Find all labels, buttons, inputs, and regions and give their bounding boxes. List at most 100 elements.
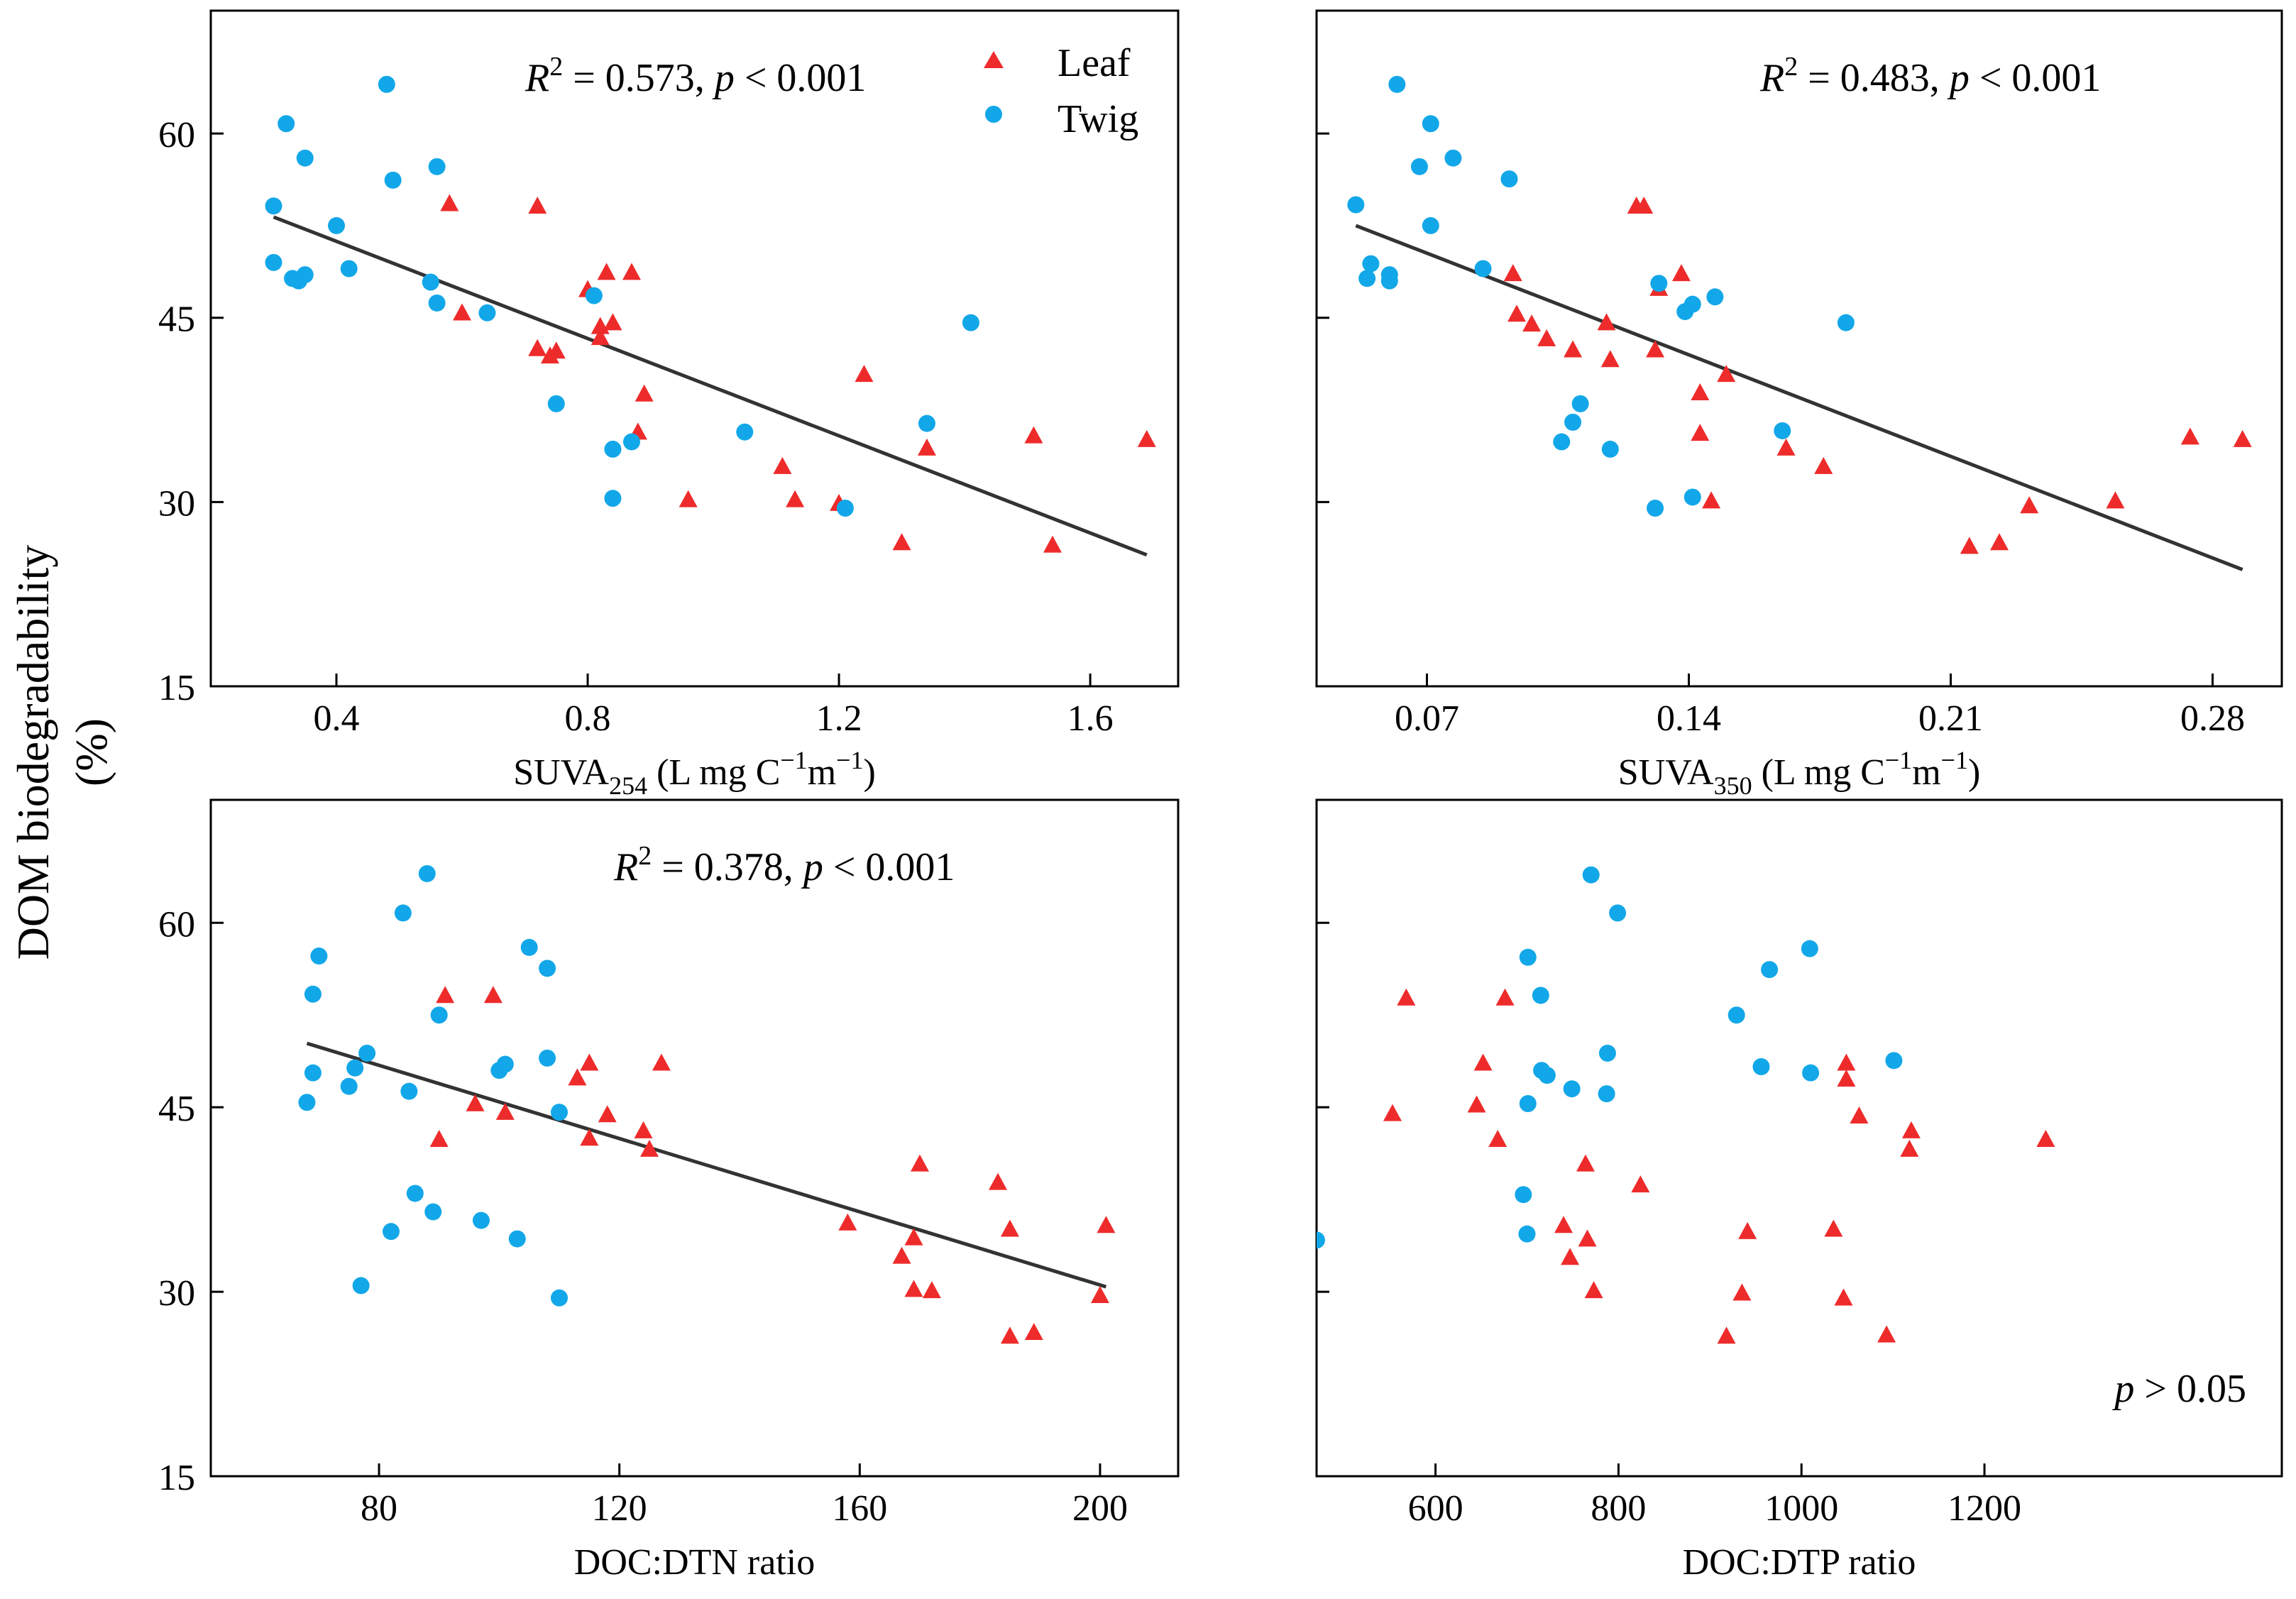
x-tick-label: 0.14 [1657, 698, 1721, 739]
leaf-point [1837, 1070, 1856, 1087]
r-squared-symbol: R [524, 56, 549, 100]
x-axis-label: DOC:DTN ratio [574, 1542, 815, 1583]
leaf-point [1564, 340, 1583, 358]
leaf-point [1635, 196, 1654, 214]
leaf-point [568, 1068, 587, 1086]
legend-twig-marker [985, 106, 1002, 123]
x-tick-label: 120 [592, 1488, 647, 1529]
leaf-point [1554, 1216, 1573, 1233]
legend-leaf-label: Leaf [1058, 41, 1131, 85]
twig-point [352, 1277, 370, 1295]
leaf-point [1824, 1219, 1843, 1237]
twig-point [298, 1094, 316, 1111]
twig-point [918, 414, 935, 432]
y-axis-label-line1: DOM biodegradability [8, 545, 58, 960]
twig-point [1422, 216, 1439, 234]
y-tick-label: 15 [158, 668, 195, 708]
twig-point [1362, 255, 1380, 273]
leaf-point [989, 1172, 1008, 1190]
twig-point [384, 171, 402, 189]
x-axis-label: DOC:DTP ratio [1683, 1542, 1916, 1583]
leaf-point [922, 1281, 941, 1299]
twig-point [622, 433, 640, 451]
stat-annotation: R2 = 0.483, p < 0.001 [1759, 52, 2101, 100]
twig-point [428, 158, 446, 175]
x-tick-label: 0.28 [2180, 698, 2245, 739]
twig-point [424, 1203, 442, 1221]
plot-frame [209, 9, 1180, 688]
y-tick-label: 30 [158, 483, 195, 524]
twig-point [1728, 1006, 1745, 1024]
leaf-point [528, 339, 547, 356]
r-squared-superscript: 2 [1784, 52, 1798, 82]
twig-point [551, 1104, 568, 1121]
twig-point [296, 266, 314, 284]
leaf-point [2036, 1129, 2055, 1147]
leaf-point [1646, 340, 1665, 358]
leaf-point [1732, 1283, 1752, 1301]
x-axis-label-subscript: 350 [1714, 771, 1752, 800]
twig-point [310, 947, 328, 965]
twig-point [382, 1223, 400, 1241]
leaf-point [598, 1105, 617, 1123]
x-axis-label-end: ) [1968, 752, 1980, 793]
y-tick-label: 15 [158, 1458, 195, 1498]
leaf-point [892, 533, 911, 551]
twig-point [604, 440, 622, 458]
leaf-point [1900, 1139, 1919, 1157]
twig-point [1564, 413, 1582, 431]
twig-point [520, 938, 538, 956]
regression-line [306, 1041, 1107, 1289]
leaf-point [1000, 1219, 1019, 1237]
leaf-point [1960, 537, 1979, 554]
legend-leaf-marker [984, 51, 1004, 68]
legend-twig-label: Twig [1058, 97, 1138, 141]
twig-point [1598, 1085, 1615, 1103]
twig-point [378, 75, 395, 93]
data-points [298, 864, 1116, 1344]
twig-point [346, 1059, 364, 1077]
leaf-point [1814, 456, 1833, 474]
leaf-point [786, 490, 805, 507]
leaf-point [1578, 1229, 1597, 1247]
leaf-point [1702, 491, 1721, 509]
twig-point [1519, 948, 1537, 966]
twig-point [1380, 272, 1398, 290]
leaf-point [917, 438, 936, 456]
p-symbol: p [801, 845, 823, 889]
x-tick-label: 1.6 [1067, 698, 1114, 739]
leaf-point [440, 194, 459, 211]
twig-point [962, 314, 979, 331]
leaf-point [1600, 350, 1620, 368]
twig-point [340, 1077, 358, 1095]
plot-frame [1315, 798, 2283, 1478]
data-points [1317, 866, 2055, 1344]
leaf-point [1901, 1121, 1921, 1138]
leaf-point [453, 303, 472, 321]
twig-point [508, 1230, 526, 1248]
twig-point [1519, 1094, 1537, 1112]
r-squared-superscript: 2 [549, 52, 563, 82]
leaf-point [1717, 365, 1736, 383]
leaf-point [2020, 496, 2039, 514]
twig-point [1609, 904, 1627, 922]
x-axis-label-unit: m [1912, 752, 1940, 793]
twig-point [1317, 1231, 1325, 1249]
x-axis-label-main: SUVA [1618, 752, 1714, 793]
twig-point [1683, 488, 1701, 506]
y-tick-label: 30 [158, 1273, 195, 1314]
y-tick-label: 60 [158, 115, 195, 155]
x-tick-label: 1.2 [816, 698, 862, 739]
twig-point [304, 1064, 322, 1082]
twig-point [358, 1044, 376, 1062]
twig-point [296, 149, 314, 167]
p-value: < 0.001 [735, 56, 867, 100]
twig-point [1388, 75, 1406, 93]
twig-point [430, 1006, 448, 1024]
leaf-point [1537, 329, 1556, 346]
leaf-point [528, 196, 547, 214]
leaf-point [1024, 426, 1043, 444]
y-axis-label-line2: (%) [66, 718, 116, 786]
